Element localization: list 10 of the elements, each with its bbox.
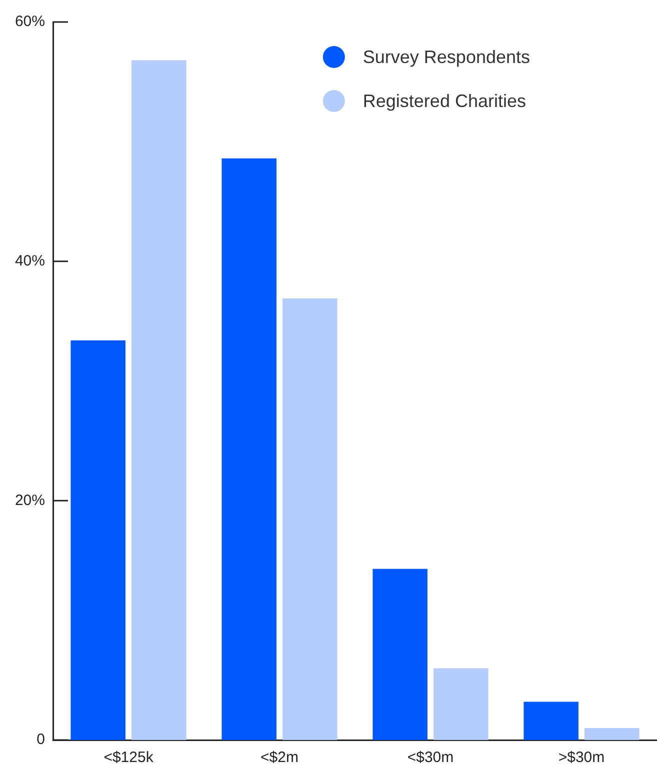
x-tick-label: <$30m	[407, 749, 454, 766]
x-tick-label: >$30m	[558, 749, 605, 766]
y-tick-label: 60%	[14, 13, 45, 30]
y-tick-label: 20%	[14, 492, 45, 509]
legend-label: Registered Charities	[362, 90, 526, 111]
y-tick-label: 0	[36, 731, 45, 748]
x-tick-label: <$2m	[260, 749, 298, 766]
y-tick-label: 40%	[14, 252, 45, 270]
x-tick-label: <$125k	[104, 749, 154, 766]
legend-label: Survey Respondents	[362, 46, 530, 67]
